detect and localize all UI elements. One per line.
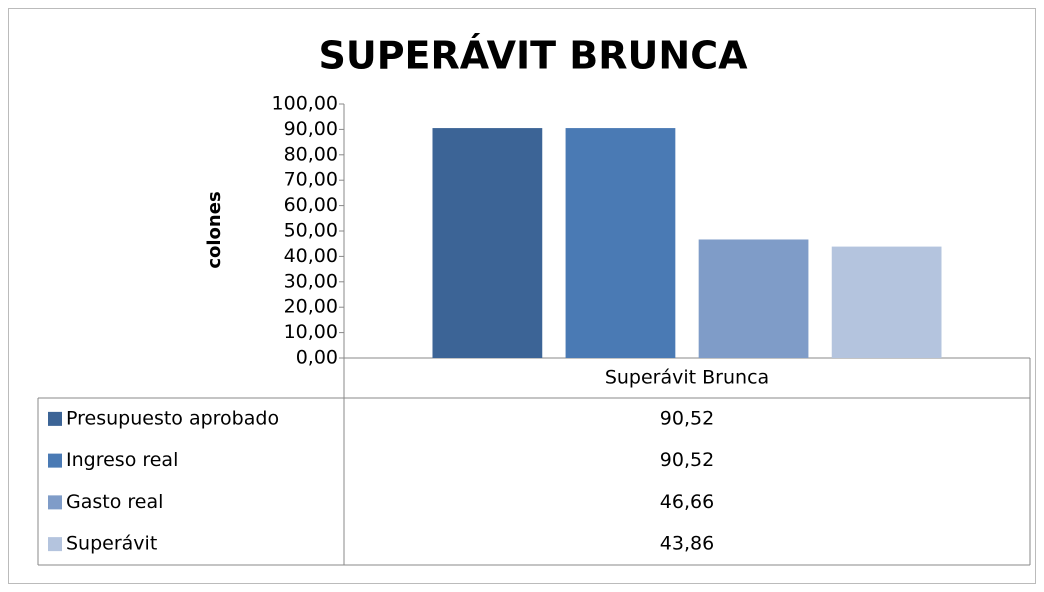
table-value: 90,52 [660,407,714,429]
y-tick-label: 0,00 [296,347,338,369]
table-value: 43,86 [660,533,714,555]
bar [698,239,809,358]
x-tick-label: Superávit Brunca [605,367,769,389]
legend-label: Ingreso real [66,449,178,471]
chart-title: SUPERÁVIT BRUNCA [318,34,748,78]
y-tick-label: 60,00 [284,194,338,216]
table-value: 90,52 [660,449,714,471]
bar [432,128,543,358]
y-tick-label: 30,00 [284,270,338,292]
legend-swatch [48,495,62,510]
y-axis-label: colones [204,191,225,268]
y-tick-label: 90,00 [284,118,338,140]
legend-label: Presupuesto aprobado [66,407,279,429]
y-tick-label: 20,00 [284,296,338,318]
y-tick-label: 80,00 [284,143,338,165]
y-tick-label: 70,00 [284,169,338,191]
y-tick-label: 50,00 [284,220,338,242]
table-value: 46,66 [660,491,714,513]
bar [565,128,676,358]
legend-swatch [48,537,62,552]
legend-label: Superávit [66,533,157,555]
legend-swatch [48,411,62,426]
legend-swatch [48,453,62,468]
legend-label: Gasto real [66,491,163,513]
y-tick-label: 100,00 [272,93,338,115]
y-tick-label: 10,00 [284,321,338,343]
y-tick-label: 40,00 [284,245,338,267]
bar [831,246,942,358]
